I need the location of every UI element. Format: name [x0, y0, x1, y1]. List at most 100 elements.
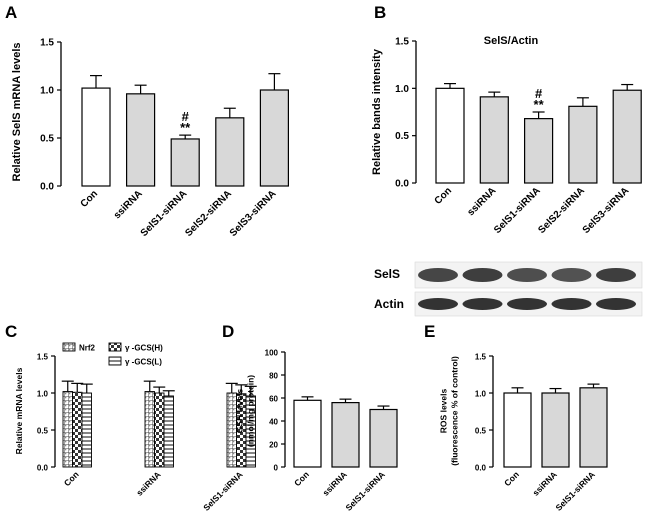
- y-tick-label: 100: [265, 349, 279, 358]
- y-tick-label: 0.0: [40, 182, 54, 193]
- y-tick-label: 0.5: [395, 131, 409, 142]
- y-tick-label: 0.0: [475, 464, 487, 473]
- blot-band: [596, 298, 636, 310]
- x-tick-label: ssiRNA: [112, 188, 145, 221]
- y-tick-label: 1.5: [37, 353, 49, 362]
- x-tick-label: SelS1-siRNA: [343, 469, 386, 512]
- bar: [369, 408, 398, 468]
- y-axis-label: GSH levels(nmol/mg protein): [235, 375, 256, 447]
- legend-label: Nrf2: [79, 344, 96, 353]
- legend-swatch: [108, 342, 122, 352]
- bar: [72, 391, 83, 468]
- y-axis-label-line: (nmol/mg protein): [246, 375, 256, 447]
- panel-letter: B: [374, 3, 386, 22]
- chart-title: SelS/Actin: [484, 35, 539, 47]
- bar: [163, 395, 174, 468]
- y-tick-label: 1.0: [37, 390, 49, 399]
- y-axis-label-line: Relative SelS mRNA levels: [11, 43, 23, 182]
- bar: [125, 93, 156, 187]
- y-tick-label: 0.5: [40, 134, 54, 145]
- x-tick-label: SelS3-siRNA: [228, 188, 279, 239]
- bar: [435, 87, 465, 184]
- bar: [259, 89, 289, 187]
- x-tick-label: SelS1-siRNA: [492, 185, 543, 236]
- panel-C: C 0.0 0.5 1.0 1.5 Relative mRNA levels Con ssiR…: [5, 322, 257, 513]
- blot-band: [551, 298, 592, 310]
- x-tick-label: Con: [62, 469, 81, 488]
- y-tick-label: 1.5: [395, 37, 409, 48]
- y-axis-label-line: (fluorescence % of control): [450, 356, 460, 466]
- y-tick-label: 0.5: [37, 427, 49, 436]
- x-tick-label: ssiRNA: [134, 469, 162, 497]
- x-tick-label: SelS2-siRNA: [183, 188, 234, 239]
- x-tick-label: ssiRNA: [320, 469, 348, 497]
- significance-marker: #: [535, 86, 543, 101]
- blot-band: [462, 298, 503, 310]
- y-axis-label: Relative bands intensity: [371, 48, 383, 175]
- bar: [293, 399, 322, 468]
- y-tick-label: 60: [269, 395, 278, 404]
- bar: [144, 391, 155, 468]
- x-tick-label: Con: [502, 469, 521, 488]
- x-tick-label: SelS1-siRNA: [201, 469, 244, 512]
- x-tick-label: ssiRNA: [465, 185, 498, 218]
- blot-band: [462, 268, 503, 282]
- bar: [81, 87, 111, 187]
- bar: [541, 392, 570, 468]
- y-tick-label: 20: [269, 441, 278, 450]
- panel-E: E 0.0 0.5 1.0 1.5 ROS levels(fluorescence % o…: [424, 322, 608, 513]
- y-tick-label: 40: [269, 418, 278, 427]
- x-tick-label: Con: [79, 188, 101, 210]
- x-tick-label: SelS2-siRNA: [536, 185, 587, 236]
- significance-marker: #: [182, 109, 190, 124]
- panel-A: A 0.0 0.5 1.0 1.5 Relative SelS mRNA levels Co…: [5, 3, 289, 239]
- panel-letter: E: [424, 322, 435, 341]
- legend-swatch: [62, 342, 76, 352]
- blot-band: [418, 298, 458, 310]
- bar: [331, 402, 360, 468]
- x-tick-label: Con: [433, 185, 455, 207]
- significance-marker: **: [534, 97, 545, 112]
- blot-band: [418, 268, 458, 282]
- y-tick-label: 0: [274, 464, 279, 473]
- y-tick-label: 80: [269, 372, 278, 381]
- blot-band: [507, 298, 547, 310]
- significance-marker: **: [180, 120, 191, 135]
- legend: Nrf2 γ -GCS(H) γ -GCS(L): [62, 342, 163, 367]
- blot-band: [507, 268, 547, 282]
- y-tick-label: 1.0: [40, 86, 54, 97]
- x-tick-label: SelS3-siRNA: [581, 185, 632, 236]
- y-tick-label: 1.5: [475, 353, 487, 362]
- legend-swatch: [108, 356, 122, 366]
- y-tick-label: 0.5: [475, 427, 487, 436]
- y-axis-label: Relative mRNA levels: [14, 367, 24, 454]
- western-blot: SelS Actin: [374, 261, 643, 317]
- y-axis-label: Relative SelS mRNA levels: [11, 43, 23, 182]
- blot-band: [596, 268, 636, 282]
- bar: [579, 387, 608, 468]
- legend-label: γ -GCS(H): [125, 344, 163, 353]
- bar: [215, 117, 245, 187]
- y-axis-label-line: ROS levels: [439, 389, 449, 434]
- y-tick-label: 1.0: [395, 84, 409, 95]
- y-tick-label: 0.0: [395, 179, 409, 190]
- y-axis-label: ROS levels(fluorescence % of control): [439, 356, 460, 466]
- bar: [154, 392, 165, 468]
- legend-label: γ -GCS(L): [125, 358, 162, 367]
- bar: [523, 118, 554, 184]
- bar: [81, 392, 92, 468]
- x-tick-label: Con: [292, 469, 311, 488]
- y-axis-label-line: GSH levels: [235, 389, 245, 434]
- y-axis-label-line: Relative bands intensity: [371, 48, 383, 175]
- panel-letter: D: [222, 322, 234, 341]
- y-tick-label: 1.5: [40, 38, 54, 49]
- bar: [479, 96, 509, 184]
- blot-row-label: SelS: [374, 267, 400, 281]
- y-tick-label: 1.0: [475, 390, 487, 399]
- panel-letter: C: [5, 322, 17, 341]
- y-axis-label-line: Relative mRNA levels: [14, 367, 24, 454]
- x-tick-label: SelS1-siRNA: [553, 469, 596, 512]
- x-tick-label: ssiRNA: [530, 469, 558, 497]
- blot-row-label: Actin: [374, 297, 404, 311]
